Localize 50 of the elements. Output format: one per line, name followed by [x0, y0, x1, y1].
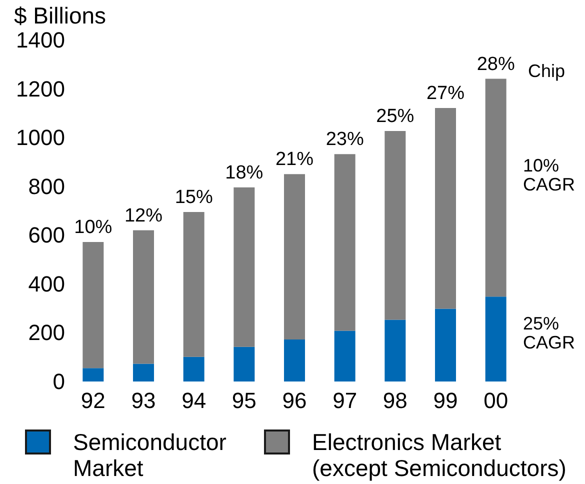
x-tick-label: 00	[484, 388, 508, 413]
x-tick-label: 95	[232, 388, 256, 413]
bar	[284, 174, 305, 340]
y-tick-label: 200	[28, 320, 65, 346]
y-tick-label: 400	[28, 271, 65, 296]
annotation: 23%	[326, 129, 364, 150]
bar	[384, 320, 406, 382]
x-tick-label: 93	[131, 388, 156, 413]
bar	[334, 330, 356, 382]
y-axis-title: $ Billions	[14, 2, 106, 28]
y-tick-label: 1200	[16, 76, 65, 102]
annotation: 10%	[74, 216, 112, 238]
x-tick-label: 98	[382, 388, 408, 413]
y-tick-label: 600	[28, 222, 65, 248]
annotation: 27%	[426, 83, 465, 104]
bar	[133, 364, 154, 382]
annotation: 21%	[275, 149, 314, 170]
annotation: 15%	[174, 186, 213, 208]
bar	[384, 130, 406, 320]
bar	[234, 187, 255, 347]
y-tick-label: 0	[52, 369, 65, 394]
bar	[183, 356, 204, 382]
text: 10% CAGR	[523, 156, 576, 194]
bar	[334, 154, 356, 331]
x-tick-label: 99	[433, 388, 458, 413]
annotation: 28%	[476, 54, 515, 75]
bar	[435, 308, 456, 382]
x-tick-label: 94	[182, 388, 206, 413]
text: Chip	[528, 61, 566, 81]
x-tick-label: 92	[80, 388, 106, 413]
y-tick-label: 1400	[16, 28, 65, 52]
annotation: 25%	[376, 106, 414, 127]
annotation: 18%	[225, 162, 264, 184]
bar	[133, 230, 154, 364]
bar	[234, 346, 255, 382]
y-tick-label: 1000	[16, 125, 65, 150]
bar	[82, 368, 104, 382]
text: 25% CAGR	[523, 314, 576, 352]
bar	[82, 242, 104, 368]
bar	[485, 78, 506, 297]
bar	[435, 108, 456, 309]
bar	[183, 212, 204, 357]
bar	[485, 296, 506, 382]
legend-label: Semiconductor Market	[73, 429, 233, 481]
x-tick-label: 97	[332, 388, 358, 413]
annotation: 12%	[124, 205, 163, 226]
x-tick-label: 96	[282, 388, 307, 413]
legend-label: Electronics Market (except Semiconductors)	[312, 429, 566, 481]
y-tick-label: 800	[28, 174, 65, 199]
bar	[284, 340, 305, 382]
